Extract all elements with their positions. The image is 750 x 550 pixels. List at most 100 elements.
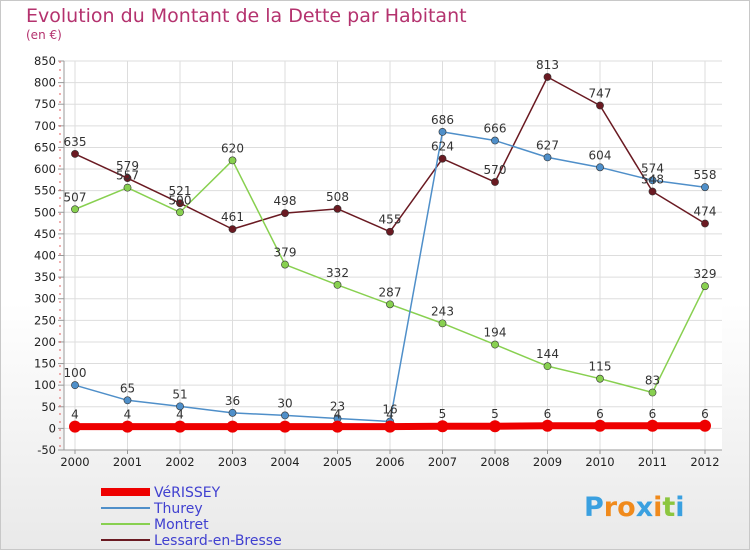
series-2 <box>71 156 709 397</box>
y-tick-label: 200 <box>34 335 56 349</box>
data-label: 36 <box>225 394 240 408</box>
data-point <box>176 199 184 208</box>
data-point <box>594 419 606 432</box>
x-tick-label: 2006 <box>375 455 404 469</box>
data-label: 500 <box>169 193 192 207</box>
data-point <box>648 187 657 196</box>
data-label: 16 <box>382 402 397 416</box>
data-label: 686 <box>431 113 454 127</box>
x-tick-label: 2010 <box>585 455 614 469</box>
data-label: 604 <box>589 148 612 162</box>
data-point <box>228 225 237 234</box>
data-point <box>69 420 81 433</box>
data-label: 666 <box>484 122 507 136</box>
data-label: 4 <box>386 408 394 422</box>
legend-label: Thurey <box>153 501 203 517</box>
data-point <box>596 163 604 172</box>
series-3 <box>71 73 709 236</box>
data-point <box>648 176 657 185</box>
legend-label: Lessard-en-Bresse <box>154 533 282 549</box>
data-label: 557 <box>116 169 139 183</box>
data-label: 243 <box>431 304 454 318</box>
data-point <box>541 419 554 432</box>
y-tick-label: 800 <box>34 76 56 90</box>
x-tick-label: 2002 <box>165 455 194 469</box>
data-point <box>543 73 552 81</box>
data-label: 570 <box>484 163 507 177</box>
data-label: 624 <box>431 140 454 154</box>
data-label: 548 <box>641 173 664 187</box>
data-point <box>491 136 499 145</box>
data-point <box>174 420 186 433</box>
data-label: 474 <box>694 205 717 219</box>
gridlines <box>64 60 722 451</box>
data-point <box>331 420 344 433</box>
data-label: 508 <box>326 190 349 204</box>
chart-title: Evolution du Montant de la Dette par Hab… <box>26 5 467 27</box>
data-label: 144 <box>536 347 559 361</box>
y-tick-label: 300 <box>34 292 56 306</box>
data-label: 287 <box>379 285 402 299</box>
data-point <box>438 154 447 163</box>
legend-label: Montret <box>154 517 209 533</box>
data-point <box>281 209 289 218</box>
data-label: 813 <box>536 58 559 72</box>
y-tick-label: 700 <box>34 119 56 133</box>
data-point <box>281 411 289 420</box>
data-point <box>543 153 552 162</box>
y-tick-label: 600 <box>34 162 56 176</box>
x-tick-label: 2005 <box>323 455 352 469</box>
x-tick-label: 2009 <box>533 455 562 469</box>
data-label: 635 <box>64 135 87 149</box>
data-label: 4 <box>71 408 79 422</box>
data-point <box>123 183 132 192</box>
data-point <box>228 408 237 417</box>
data-point <box>121 420 134 433</box>
data-point <box>386 227 394 236</box>
data-point <box>281 260 289 269</box>
data-label: 5 <box>491 407 499 421</box>
data-label: 455 <box>379 213 402 227</box>
data-label: 65 <box>120 381 135 395</box>
data-point <box>438 319 447 328</box>
data-point <box>226 420 239 433</box>
data-label: 4 <box>176 408 184 422</box>
data-label: 620 <box>221 141 244 155</box>
data-point <box>701 219 709 228</box>
data-label: 6 <box>701 407 709 421</box>
data-point <box>71 205 79 214</box>
y-tick-label: 500 <box>34 205 56 219</box>
data-point <box>71 381 79 390</box>
data-point <box>646 419 659 432</box>
data-point <box>438 127 447 136</box>
data-point <box>279 420 291 433</box>
data-label: 627 <box>536 138 559 152</box>
y-tick-label: 350 <box>34 270 56 284</box>
data-label: 6 <box>596 407 604 421</box>
y-tick-label: 150 <box>34 357 56 371</box>
data-label: 5 <box>439 407 447 421</box>
y-tick-label: 750 <box>34 97 56 111</box>
data-point <box>436 420 449 433</box>
data-label: 194 <box>484 326 507 340</box>
x-tick-label: 2007 <box>428 455 457 469</box>
data-label: 6 <box>649 407 657 421</box>
y-tick-label: 0 <box>49 421 56 435</box>
data-point <box>228 156 237 165</box>
y-tick-label: 850 <box>34 54 56 68</box>
data-point <box>701 183 709 192</box>
y-tick-label: 400 <box>34 249 56 263</box>
data-point <box>596 101 604 110</box>
x-tick-label: 2003 <box>218 455 247 469</box>
y-tick-label: -50 <box>37 443 56 457</box>
chart-subtitle: (en €) <box>26 28 62 42</box>
y-tick-label: 650 <box>34 140 56 154</box>
data-label: 115 <box>589 360 612 374</box>
data-point <box>596 374 604 383</box>
x-tick-label: 2012 <box>690 455 719 469</box>
data-label: 30 <box>277 396 292 410</box>
data-point <box>491 178 499 186</box>
data-label: 83 <box>645 374 660 388</box>
